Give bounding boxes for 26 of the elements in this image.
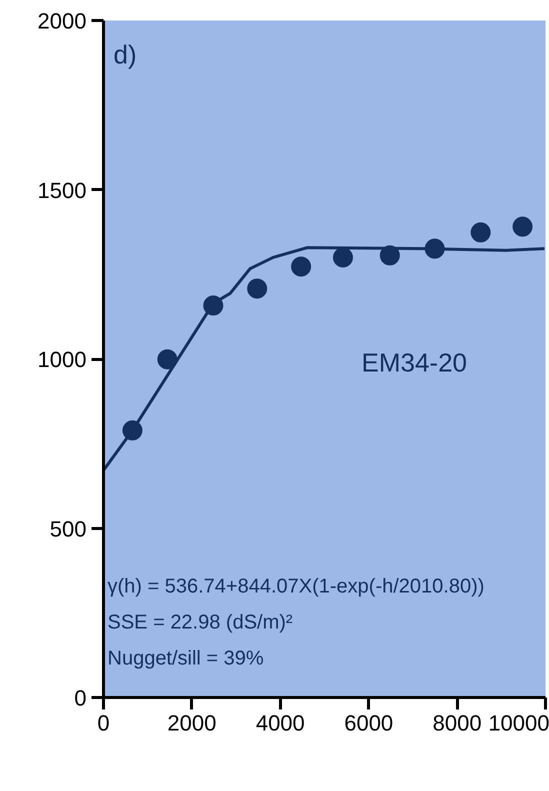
point: [291, 256, 312, 277]
point: [512, 216, 533, 237]
annotation: γ(h) = 536.74+844.07X(1-exp(-h/2010.80)): [108, 576, 484, 598]
y-tick-label: 500: [50, 516, 87, 542]
point: [203, 296, 224, 316]
x-tick-label: 0: [97, 710, 110, 736]
y-tick-label: 1500: [38, 178, 87, 203]
y-tick-label: 2000: [38, 8, 87, 34]
annotation: SSE = 22.98 (dS/m)²: [108, 612, 293, 634]
point: [470, 222, 491, 242]
point: [424, 238, 445, 259]
annotation: EM34-20: [362, 348, 467, 378]
annotation: d): [114, 40, 137, 70]
x-tick-label: 8000: [432, 710, 482, 736]
y-tick-label: 0: [74, 686, 87, 710]
x-tick-label: 4000: [256, 710, 305, 736]
point: [247, 278, 268, 299]
point: [332, 247, 353, 268]
point: [122, 420, 142, 440]
annotation: Nugget/sill = 39%: [108, 648, 264, 670]
point: [380, 245, 400, 266]
point: [157, 349, 178, 370]
y-tick-label: 1000: [38, 347, 87, 372]
x-tick-label: 6000: [344, 710, 394, 736]
x-tick-label: 2000: [167, 710, 216, 736]
x-tick-label: 10000: [488, 710, 549, 736]
